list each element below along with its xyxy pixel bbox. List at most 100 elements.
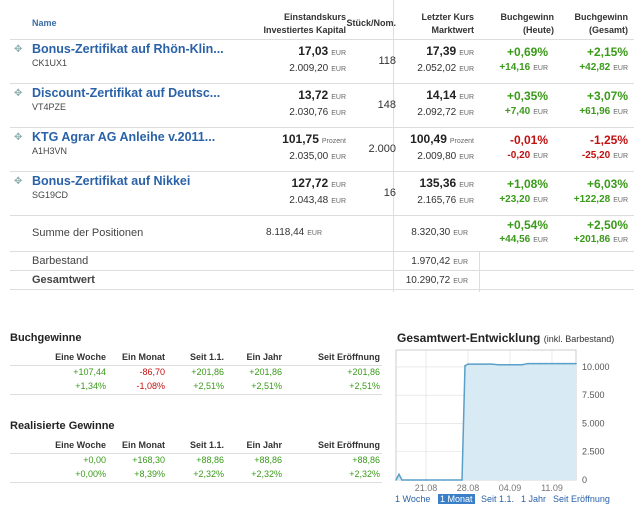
column-header: Seit Eröffnung bbox=[318, 352, 380, 362]
position-row[interactable]: ✥ Discount-Zertifikat auf Deutsc... VT4P… bbox=[10, 84, 634, 128]
investiertes-kapital: 2.009,20 EUR bbox=[289, 63, 346, 74]
cell-value: +2,32% bbox=[251, 469, 282, 479]
barbestand-row: Barbestand 1.970,42 EUR bbox=[10, 252, 634, 271]
marktwert: 2.092,72 EUR bbox=[417, 107, 474, 118]
einstandskurs: 127,72 EUR bbox=[291, 176, 346, 190]
table-header: Eine Woche Ein Monat Seit 1.1. Ein Jahr Seit… bbox=[10, 350, 382, 366]
y-tick-label: 7.500 bbox=[582, 390, 605, 400]
summary-gesamt-pct: +2,50% bbox=[586, 218, 628, 232]
investiertes-kapital: 2.035,00 EUR bbox=[289, 151, 346, 162]
buchgewinn-heute-pct: +0,35% bbox=[506, 89, 548, 103]
cell-value: -1,08% bbox=[136, 381, 165, 391]
data-point bbox=[557, 362, 559, 365]
data-point bbox=[443, 479, 445, 481]
time-link[interactable]: 1 Woche bbox=[395, 494, 431, 504]
header-letzter-kurs[interactable]: Letzter Kurs Marktwert bbox=[421, 12, 474, 35]
data-point bbox=[569, 362, 571, 365]
cell-value: +2,32% bbox=[349, 469, 380, 479]
header-buchgewinn-gesamt[interactable]: Buchgewinn (Gesamt) bbox=[574, 12, 629, 35]
stueck-nominal: 118 bbox=[378, 55, 396, 67]
investiertes-kapital: 2.030,76 EUR bbox=[289, 107, 346, 118]
cell-value: +2,51% bbox=[251, 381, 282, 391]
einstandskurs: 17,03 EUR bbox=[298, 44, 346, 58]
data-point bbox=[527, 362, 529, 365]
time-link[interactable]: 1 Jahr bbox=[521, 494, 547, 504]
marktwert: 2.009,80 EUR bbox=[417, 151, 474, 162]
stueck-nominal: 2.000 bbox=[368, 143, 396, 155]
summary-marktwert: 8.320,30 EUR bbox=[411, 227, 468, 238]
buchgewinn-gesamt-abs: +122,28 EUR bbox=[573, 194, 628, 205]
column-header: Ein Jahr bbox=[246, 352, 282, 362]
cell-value: +2,51% bbox=[349, 381, 380, 391]
position-isin: A1H3VN bbox=[32, 146, 68, 156]
y-tick-label: 5.000 bbox=[582, 418, 605, 428]
data-point bbox=[563, 362, 565, 365]
buchgewinn-gesamt-abs: +42,82 EUR bbox=[579, 62, 628, 73]
data-point bbox=[467, 363, 469, 365]
cell-value: +0,00 bbox=[83, 455, 106, 465]
column-header: Seit Eröffnung bbox=[318, 440, 380, 450]
position-name-link[interactable]: Bonus-Zertifikat auf Rhön-Klin... bbox=[32, 42, 224, 56]
data-point bbox=[455, 479, 457, 481]
cell-value: +2,32% bbox=[193, 469, 224, 479]
barbestand-value: 1.970,42 EUR bbox=[411, 256, 468, 267]
table-row: +0,00 +168,30 +88,86 +88,86 +88,86 bbox=[10, 454, 382, 468]
table-row: +107,44 -86,70 +201,86 +201,86 +201,86 bbox=[10, 366, 382, 380]
gesamtwert-chart: 10.000 7.500 5.000 2.500 0 21.08 28.08 04.09 11.… bbox=[395, 349, 610, 493]
drag-handle-icon[interactable]: ✥ bbox=[14, 88, 23, 99]
time-link[interactable]: 1 Monat bbox=[438, 494, 475, 504]
column-header: Eine Woche bbox=[55, 440, 106, 450]
position-isin: CK1UX1 bbox=[32, 58, 68, 68]
cell-value: +201,86 bbox=[347, 367, 380, 377]
data-point bbox=[521, 363, 523, 366]
summary-row: Summe der Positionen 8.118,44 EUR 8.320,3… bbox=[10, 216, 634, 252]
position-name-link[interactable]: KTG Agrar AG Anleihe v.2011... bbox=[32, 130, 216, 144]
drag-handle-icon[interactable]: ✥ bbox=[14, 176, 23, 187]
position-row[interactable]: ✥ Bonus-Zertifikat auf Nikkei SG19CD 127… bbox=[10, 172, 634, 216]
position-row[interactable]: ✥ KTG Agrar AG Anleihe v.2011... A1H3VN … bbox=[10, 128, 634, 172]
realisiert-table: Eine Woche Ein Monat Seit 1.1. Ein Jahr Seit… bbox=[10, 438, 382, 483]
buchgewinne-title: Buchgewinne bbox=[10, 332, 82, 344]
data-point bbox=[485, 363, 487, 365]
investiertes-kapital: 2.043,48 EUR bbox=[289, 195, 346, 206]
letzter-kurs: 14,14 EUR bbox=[426, 88, 474, 102]
data-point bbox=[437, 479, 439, 481]
data-point bbox=[401, 479, 403, 481]
summary-heute-pct: +0,54% bbox=[506, 218, 548, 232]
position-row[interactable]: ✥ Bonus-Zertifikat auf Rhön-Klin... CK1U… bbox=[10, 40, 634, 84]
data-point bbox=[464, 365, 466, 367]
position-name-link[interactable]: Bonus-Zertifikat auf Nikkei bbox=[32, 174, 191, 188]
drag-handle-icon[interactable]: ✥ bbox=[14, 132, 23, 143]
data-point bbox=[509, 363, 511, 366]
chart-title: Gesamtwert-Entwicklung (inkl. Barbestand… bbox=[397, 331, 615, 345]
buchgewinne-table: Eine Woche Ein Monat Seit 1.1. Ein Jahr Seit… bbox=[10, 350, 382, 395]
data-point bbox=[503, 363, 505, 366]
cell-value: +1,34% bbox=[75, 381, 106, 391]
time-link[interactable]: Seit 1.1. bbox=[481, 494, 515, 504]
data-point bbox=[551, 362, 553, 365]
header-buchgewinn-heute[interactable]: Buchgewinn (Heute) bbox=[500, 12, 555, 35]
position-name-link[interactable]: Discount-Zertifikat auf Deutsc... bbox=[32, 86, 221, 100]
letzter-kurs: 135,36 EUR bbox=[419, 176, 474, 190]
header-einstandskurs[interactable]: Einstandskurs Investiertes Kapital bbox=[263, 12, 346, 35]
portfolio-table: Name Einstandskurs Investiertes Kapital … bbox=[10, 0, 634, 292]
cell-value: +88,86 bbox=[196, 455, 224, 465]
summary-gesamt-abs: +201,86 EUR bbox=[573, 234, 628, 245]
data-point bbox=[398, 473, 400, 476]
data-point bbox=[419, 479, 421, 481]
column-header: Seit 1.1. bbox=[189, 352, 224, 362]
y-tick-label: 10.000 bbox=[582, 362, 610, 372]
buchgewinn-heute-pct: -0,01% bbox=[509, 133, 548, 147]
time-link[interactable]: Seit Eröffnung bbox=[553, 494, 610, 504]
buchgewinn-heute-abs: -0,20 EUR bbox=[507, 150, 548, 161]
column-header: Seit 1.1. bbox=[189, 440, 224, 450]
header-name[interactable]: Name bbox=[32, 18, 57, 28]
stueck-nominal: 16 bbox=[383, 187, 396, 199]
buchgewinn-heute-abs: +14,16 EUR bbox=[499, 62, 548, 73]
cell-value: +107,44 bbox=[73, 367, 106, 377]
header-stueck[interactable]: Stück/Nom. bbox=[346, 18, 396, 28]
einstandskurs: 101,75 Prozent bbox=[282, 132, 346, 146]
drag-handle-icon[interactable]: ✥ bbox=[14, 44, 23, 55]
letzter-kurs: 17,39 EUR bbox=[426, 44, 474, 58]
gesamtwert-label: Gesamtwert bbox=[32, 274, 95, 286]
